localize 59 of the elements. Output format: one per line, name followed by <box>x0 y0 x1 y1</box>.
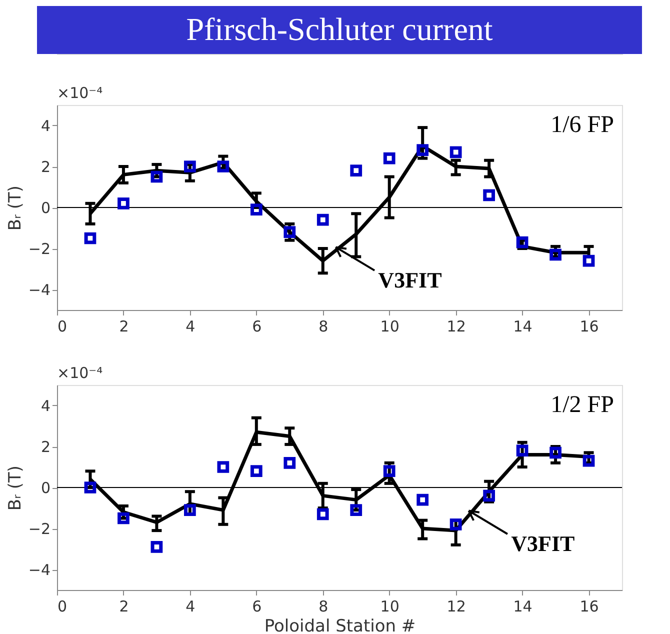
x-tick-label: 6 <box>252 598 262 616</box>
point <box>250 465 262 478</box>
point <box>383 152 396 164</box>
point <box>284 456 296 469</box>
y-tick-label: −4 <box>28 281 50 299</box>
x-tick-label: 0 <box>58 318 68 336</box>
x-tick-label: 10 <box>380 598 400 616</box>
x-tick-label: 12 <box>446 598 466 616</box>
x-tick-label: 0 <box>58 598 68 616</box>
point <box>383 465 396 478</box>
text: ×10⁻⁴ <box>57 364 103 382</box>
y-tick-label: 4 <box>40 397 50 415</box>
x-tick-label: 6 <box>252 318 262 336</box>
y-tick-label: −2 <box>28 240 50 258</box>
annotation: 1/6 FP <box>550 112 614 138</box>
point <box>516 444 528 457</box>
point <box>150 541 163 553</box>
y-axis-title: Bᵣ (T) <box>5 465 26 511</box>
point <box>118 197 130 210</box>
x-tick-label: 8 <box>318 318 328 336</box>
x-tick-label: 14 <box>513 318 532 336</box>
point <box>550 446 562 459</box>
chart-title: Pfirsch-Schluter current <box>186 11 493 47</box>
point <box>350 164 362 177</box>
annotation: V3FIT <box>511 531 576 556</box>
x-tick-label: 16 <box>580 598 599 616</box>
point <box>416 494 429 506</box>
x-tick-label: 12 <box>446 318 466 336</box>
point <box>184 504 196 516</box>
point <box>516 236 528 248</box>
x-tick-label: 4 <box>186 318 196 336</box>
y-tick-label: 2 <box>40 158 50 176</box>
x-tick-label: 8 <box>318 598 328 616</box>
point <box>450 146 462 158</box>
y-tick-label: 2 <box>40 438 50 456</box>
x-tick-label: 14 <box>513 598 532 616</box>
y-tick-label: 0 <box>40 479 50 497</box>
point <box>284 226 296 238</box>
annotation: V3FIT <box>378 268 442 293</box>
text: ×10⁻⁴ <box>57 84 103 102</box>
point <box>450 518 462 530</box>
point <box>217 461 230 473</box>
point <box>84 232 96 244</box>
point <box>550 248 562 261</box>
x-tick-label: 10 <box>380 318 400 336</box>
x-tick-label: 4 <box>186 598 196 616</box>
x-tick-label: 2 <box>119 318 129 336</box>
x-axis-title: Poloidal Station # <box>264 616 416 634</box>
point <box>416 144 429 156</box>
point <box>483 189 495 202</box>
annotation: 1/2 FP <box>550 392 614 418</box>
x-tick-label: 2 <box>119 598 129 616</box>
x-tick-label: 16 <box>580 318 599 336</box>
y-axis-title: Bᵣ (T) <box>5 185 26 231</box>
y-tick-label: −4 <box>28 561 50 579</box>
y-tick-label: 4 <box>40 117 50 135</box>
y-tick-label: −2 <box>28 520 50 538</box>
point <box>316 214 329 226</box>
y-tick-label: 0 <box>40 199 50 217</box>
